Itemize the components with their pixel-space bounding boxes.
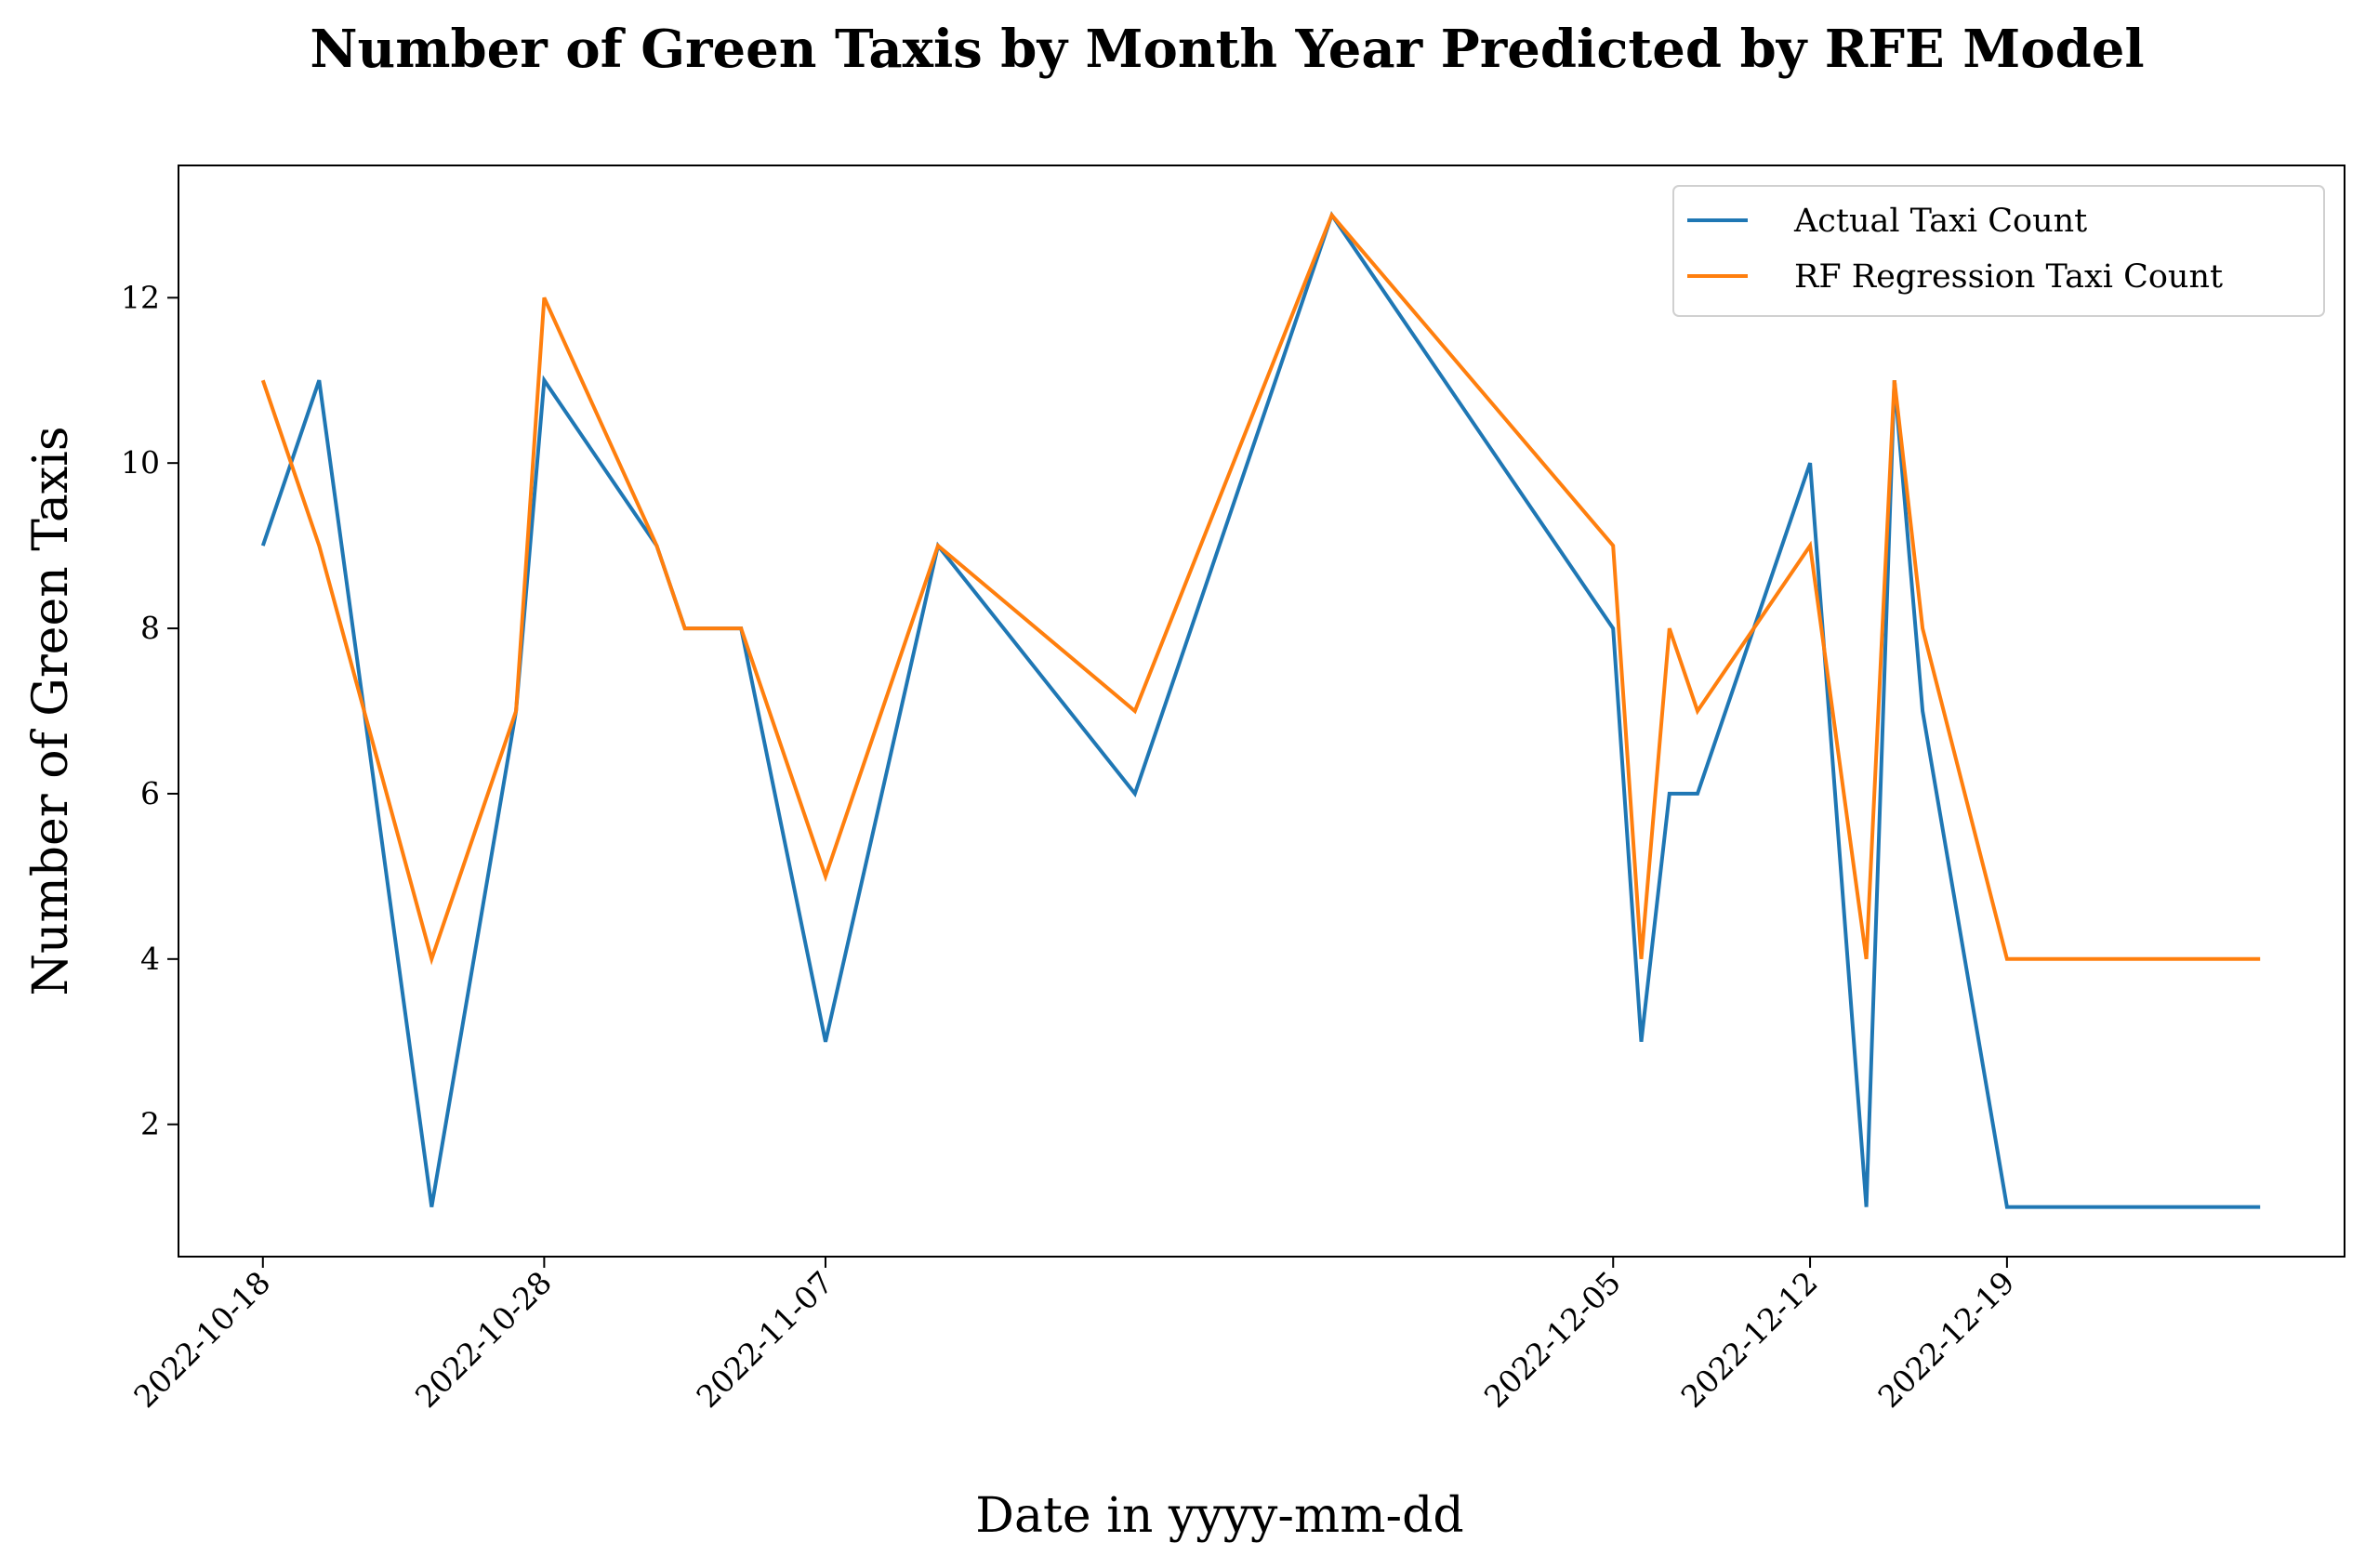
- series-line-actual: [260, 210, 2261, 1209]
- y-tick-label: 12: [121, 279, 160, 315]
- x-tick-label: 2022-12-12: [1674, 1264, 1825, 1415]
- x-axis: 2022-10-18 2022-10-28 2022-11-07 2022-12-05…: [126, 1257, 2022, 1415]
- plot-area: [178, 165, 2345, 1258]
- y-tick-label: 10: [121, 444, 160, 481]
- series-line-rf-regression: [260, 211, 2261, 966]
- x-tick-label: 2022-10-18: [126, 1264, 277, 1415]
- x-tick-label: 2022-10-28: [408, 1264, 559, 1415]
- y-tick-label: 2: [140, 1106, 160, 1142]
- legend: Actual Taxi Count RF Regression Taxi Coun…: [1672, 185, 2325, 317]
- legend-label: RF Regression Taxi Count: [1794, 258, 2223, 296]
- y-axis: 2 4 6 8 10 12: [121, 279, 178, 1142]
- chart-title: Number of Green Taxis by Month Year Pred…: [310, 19, 2144, 80]
- x-tick-label: 2022-12-19: [1870, 1264, 2021, 1415]
- legend-box: [1672, 185, 2325, 317]
- x-tick-label: 2022-12-05: [1477, 1264, 1628, 1415]
- x-axis-label: Date in yyyy-mm-dd: [975, 1488, 1463, 1544]
- x-tick-label: 2022-11-07: [690, 1264, 840, 1415]
- legend-label: Actual Taxi Count: [1793, 203, 2087, 240]
- y-tick-label: 6: [140, 775, 160, 811]
- y-axis-label: Number of Green Taxis: [23, 426, 79, 995]
- y-tick-label: 4: [140, 941, 160, 977]
- series-group: [260, 210, 2261, 1209]
- y-tick-label: 8: [140, 610, 160, 646]
